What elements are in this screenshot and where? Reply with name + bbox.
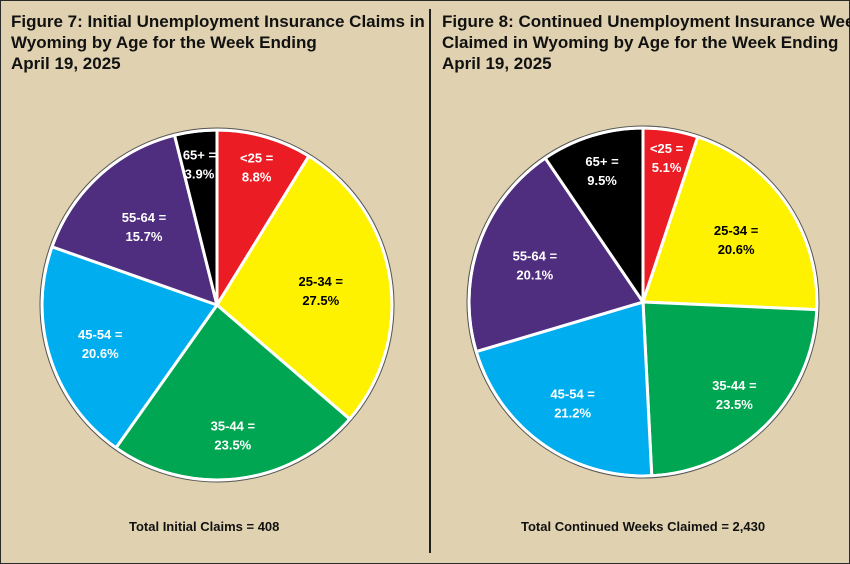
figure-7-pie-chart: <25 = 8.8% 25-34 = 27.5% 35-44 = 23.5% 45-54 =…	[39, 127, 395, 483]
figure-8-title: Figure 8: Continued Unemployment Insuran…	[442, 11, 850, 74]
pie-outline	[467, 126, 819, 478]
slice-label-35-44: 35-44 = 23.5%	[211, 419, 256, 453]
figure-7-total: Total Initial Claims = 408	[129, 519, 280, 534]
slice-label-55-64: 55-64 = 15.7%	[122, 210, 167, 244]
figure-7-title-line-1: Figure 7: Initial Unemployment Insurance…	[11, 12, 425, 31]
figure-7-title-line-2: Wyoming by Age for the Week Ending	[11, 33, 317, 52]
slice-label-25-34: 25-34 = 27.5%	[299, 274, 344, 308]
figure-7-panel: Figure 7: Initial Unemployment Insurance…	[1, 1, 429, 563]
figure-7-title-line-3: April 19, 2025	[11, 54, 121, 73]
pie-rim	[466, 125, 820, 479]
slice-label-65-plus: 65+ = 3.9%	[183, 148, 217, 182]
figure-7-title: Figure 7: Initial Unemployment Insurance…	[11, 11, 425, 74]
slice-label-45-54: 45-54 = 20.6%	[78, 327, 123, 361]
panel-divider	[429, 9, 431, 553]
slice-label-under-25: <25 = 8.8%	[240, 150, 274, 184]
figure-8-total: Total Continued Weeks Claimed = 2,430	[521, 519, 766, 534]
pie-rim	[39, 127, 395, 483]
figure-8-title-line-2: Claimed in Wyoming by Age for the Week E…	[442, 33, 839, 52]
slice-label-35-44: 35-44 = 23.5%	[712, 378, 757, 412]
figure-8-title-line-1: Figure 8: Continued Unemployment Insuran…	[442, 12, 850, 31]
slice-label-under-25: <25 = 5.1%	[650, 141, 684, 175]
slice-label-65-plus: 65+ = 9.5%	[585, 154, 619, 188]
pie-outline	[40, 128, 394, 482]
figure-8-pie-chart: <25 = 5.1% 25-34 = 20.6% 35-44 = 23.5% 45-54 =…	[466, 125, 820, 479]
slice-label-25-34: 25-34 = 20.6%	[714, 223, 759, 257]
figure-8-panel: Figure 8: Continued Unemployment Insuran…	[431, 1, 850, 563]
figure-8-title-line-3: April 19, 2025	[442, 54, 552, 73]
slice-label-45-54: 45-54 = 21.2%	[550, 386, 595, 420]
slice-label-55-64: 55-64 = 20.1%	[513, 248, 558, 282]
